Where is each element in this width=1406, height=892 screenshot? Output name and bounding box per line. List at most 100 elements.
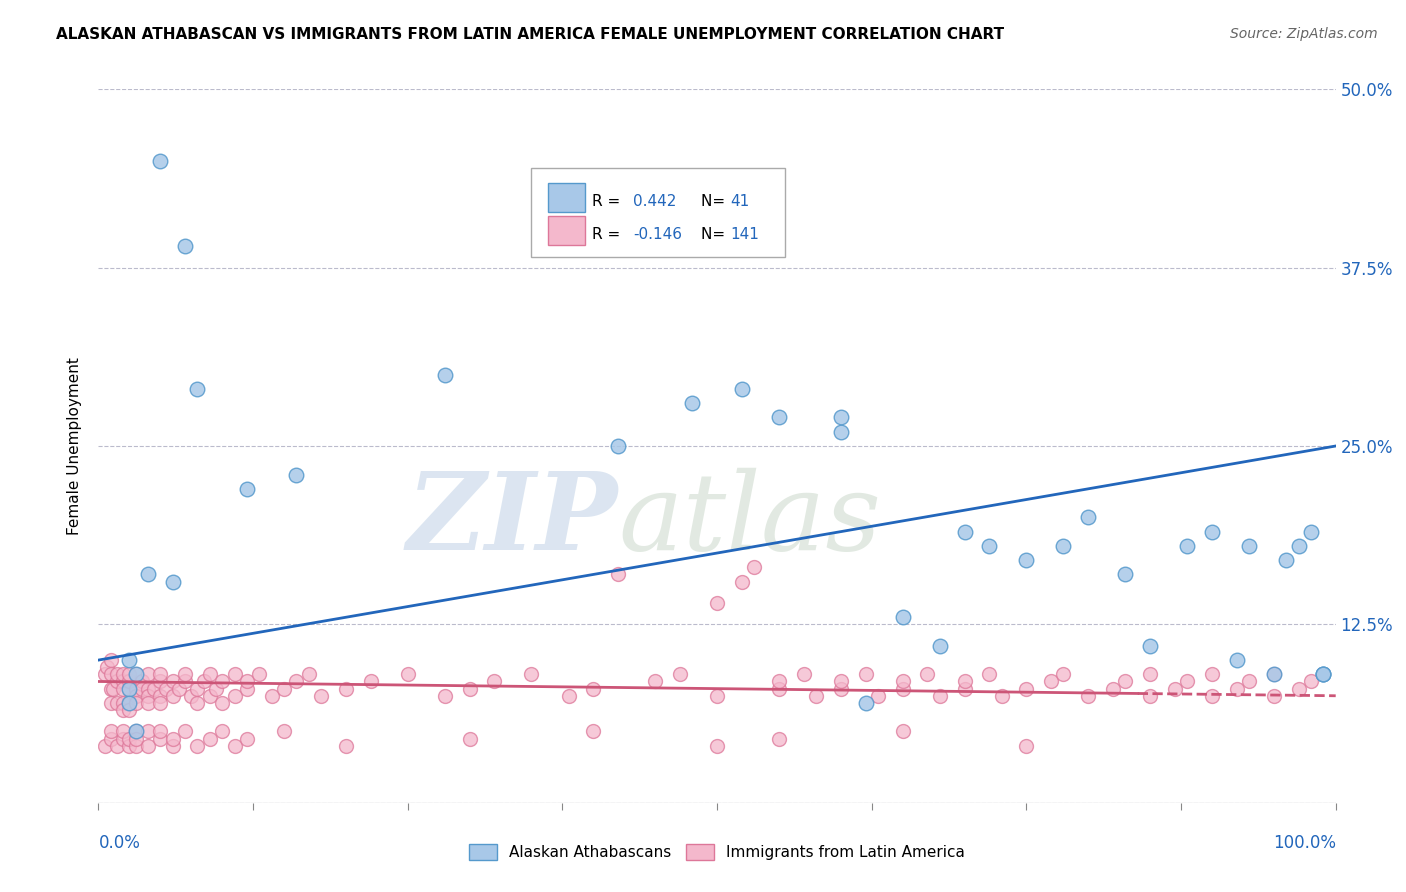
Point: [433, 368, 456, 382]
Point: [979, 667, 1001, 681]
Point: [1312, 667, 1334, 681]
Text: R =: R =: [592, 194, 626, 210]
Point: [1237, 674, 1260, 689]
Point: [136, 567, 159, 582]
Text: 41: 41: [731, 194, 749, 210]
Point: [768, 410, 790, 425]
Point: [1299, 674, 1322, 689]
Point: [124, 667, 146, 681]
Point: [1139, 689, 1161, 703]
Point: [1052, 539, 1074, 553]
Point: [136, 724, 159, 739]
Point: [236, 674, 259, 689]
Text: ALASKAN ATHABASCAN VS IMMIGRANTS FROM LATIN AMERICA FEMALE UNEMPLOYMENT CORRELAT: ALASKAN ATHABASCAN VS IMMIGRANTS FROM LA…: [56, 27, 1004, 42]
Point: [1226, 653, 1249, 667]
Point: [162, 574, 184, 589]
Point: [1175, 539, 1198, 553]
Point: [162, 674, 184, 689]
Point: [124, 689, 146, 703]
Point: [136, 681, 159, 696]
Point: [1201, 524, 1223, 539]
Point: [458, 681, 481, 696]
Point: [360, 674, 382, 689]
Legend: Alaskan Athabascans, Immigrants from Latin America: Alaskan Athabascans, Immigrants from Lat…: [463, 838, 972, 866]
Point: [644, 674, 666, 689]
Point: [118, 696, 141, 710]
Point: [1102, 681, 1125, 696]
Point: [1139, 639, 1161, 653]
Point: [211, 674, 233, 689]
Point: [149, 696, 172, 710]
Point: [1263, 689, 1285, 703]
FancyBboxPatch shape: [547, 216, 585, 244]
Text: 141: 141: [731, 227, 759, 243]
Point: [1237, 539, 1260, 553]
Point: [335, 681, 357, 696]
Point: [124, 724, 146, 739]
Point: [100, 681, 122, 696]
Point: [118, 739, 141, 753]
Point: [891, 674, 914, 689]
Point: [149, 731, 172, 746]
Point: [180, 689, 202, 703]
Point: [124, 739, 146, 753]
Point: [768, 681, 790, 696]
Point: [1201, 667, 1223, 681]
Point: [557, 689, 579, 703]
Point: [149, 724, 172, 739]
Point: [136, 696, 159, 710]
Point: [458, 731, 481, 746]
Point: [866, 689, 889, 703]
Text: -0.146: -0.146: [633, 227, 682, 243]
Point: [706, 739, 728, 753]
Text: N=: N=: [702, 227, 730, 243]
Point: [167, 681, 190, 696]
Point: [143, 681, 166, 696]
Point: [1312, 667, 1334, 681]
Point: [112, 674, 135, 689]
Point: [891, 681, 914, 696]
Point: [484, 674, 506, 689]
Point: [186, 696, 208, 710]
Point: [162, 731, 184, 746]
Point: [1263, 667, 1285, 681]
Point: [149, 674, 172, 689]
Text: atlas: atlas: [619, 467, 882, 573]
Point: [162, 739, 184, 753]
Point: [124, 731, 146, 746]
Point: [136, 739, 159, 753]
Point: [1312, 667, 1334, 681]
Point: [96, 660, 118, 674]
Text: ZIP: ZIP: [406, 467, 619, 574]
Point: [273, 724, 295, 739]
Point: [100, 731, 122, 746]
Point: [174, 239, 197, 253]
Point: [1114, 674, 1136, 689]
Point: [224, 667, 246, 681]
Point: [990, 689, 1012, 703]
Point: [1077, 510, 1099, 524]
Point: [112, 724, 135, 739]
Point: [804, 689, 827, 703]
Point: [100, 667, 122, 681]
Point: [1015, 553, 1038, 567]
Point: [731, 382, 754, 396]
FancyBboxPatch shape: [547, 184, 585, 212]
Point: [1164, 681, 1187, 696]
Point: [433, 689, 456, 703]
Point: [186, 681, 208, 696]
Point: [211, 696, 233, 710]
Point: [136, 667, 159, 681]
Point: [186, 382, 208, 396]
Y-axis label: Female Unemployment: Female Unemployment: [67, 357, 83, 535]
Point: [236, 482, 259, 496]
Point: [1015, 739, 1038, 753]
Point: [1114, 567, 1136, 582]
Point: [211, 724, 233, 739]
Point: [105, 739, 128, 753]
Point: [1052, 667, 1074, 681]
Point: [174, 674, 197, 689]
Point: [891, 724, 914, 739]
Point: [118, 731, 141, 746]
Point: [557, 182, 579, 196]
